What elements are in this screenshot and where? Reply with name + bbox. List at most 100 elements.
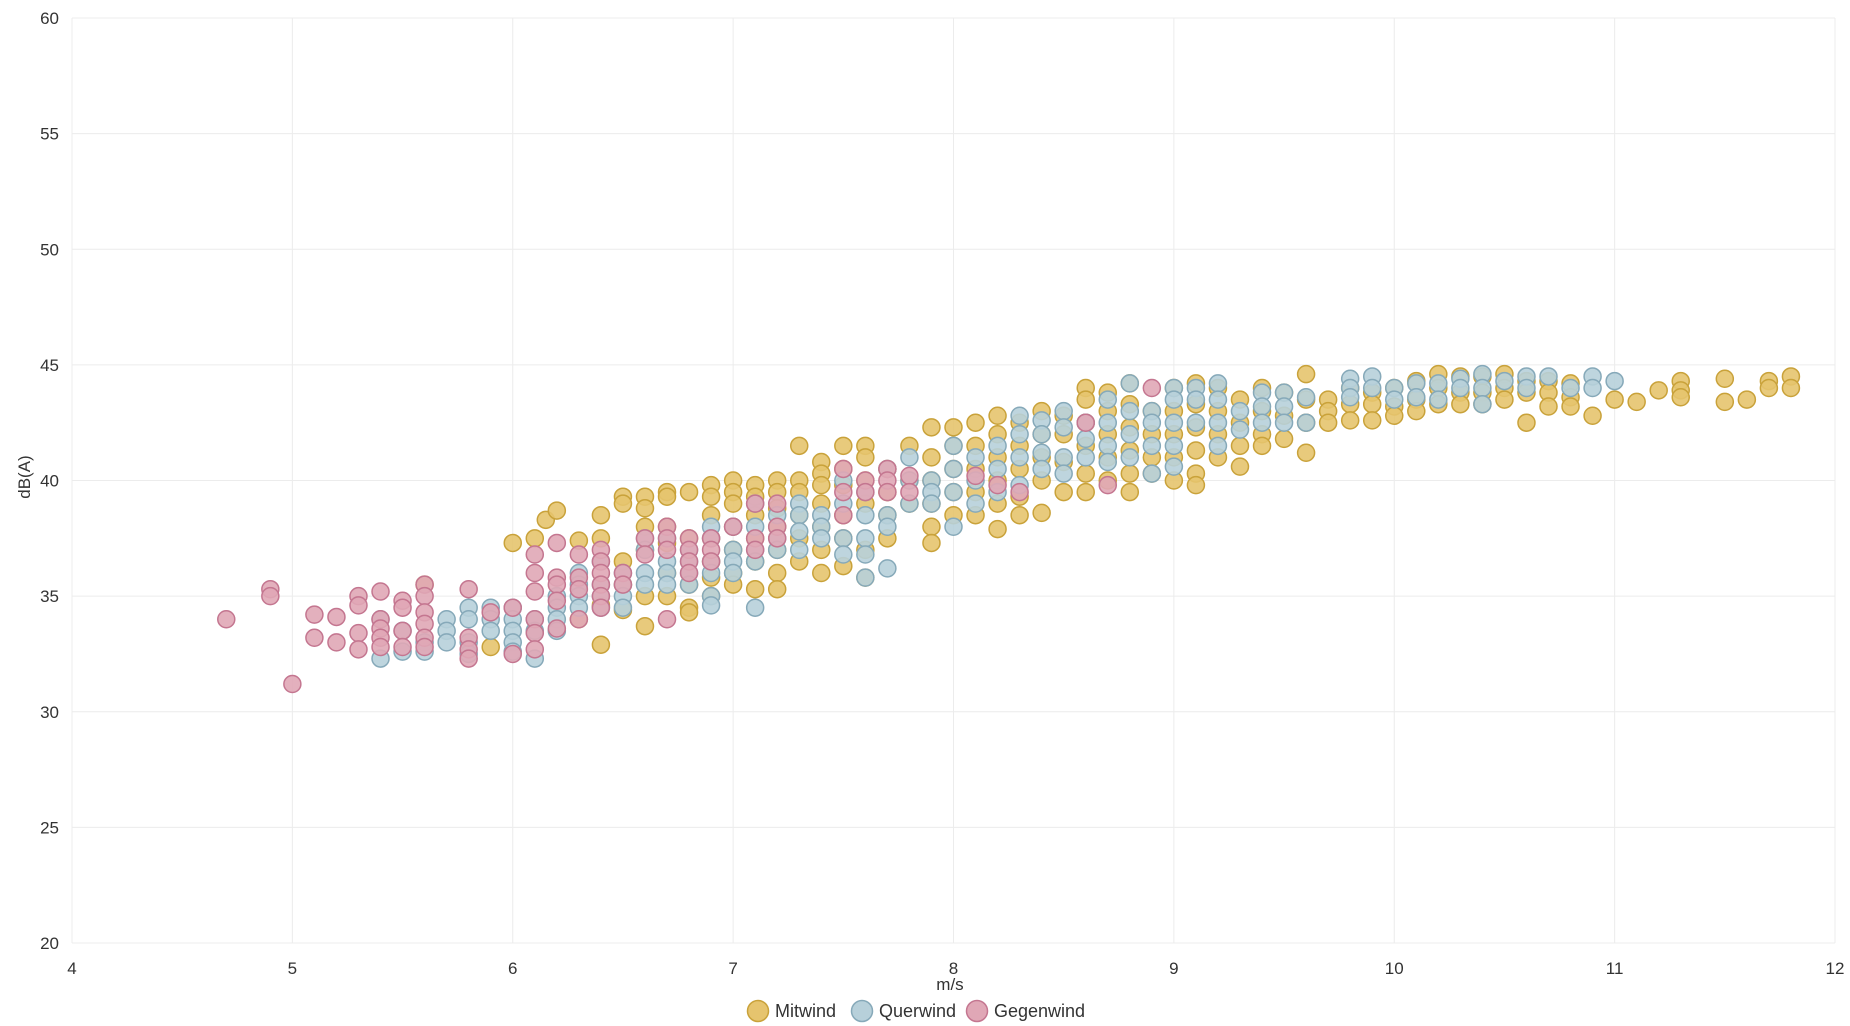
data-point <box>459 579 478 599</box>
data-point <box>1164 436 1184 456</box>
data-point <box>635 616 655 636</box>
data-point <box>1032 459 1051 479</box>
data-point <box>723 517 743 536</box>
data-point <box>834 545 853 564</box>
data-point <box>371 637 390 657</box>
y-axis-title: dB(A) <box>15 455 34 498</box>
data-point <box>1010 425 1029 444</box>
data-point <box>767 563 787 583</box>
data-point <box>834 529 853 548</box>
data-point <box>1296 388 1316 407</box>
data-point <box>1076 448 1095 467</box>
data-point <box>878 482 897 502</box>
data-point <box>525 623 545 643</box>
data-point <box>1010 448 1029 467</box>
data-point <box>988 459 1007 479</box>
data-point <box>1230 457 1250 476</box>
data-point <box>834 459 853 479</box>
data-point <box>415 586 434 606</box>
data-point <box>525 563 545 583</box>
data-point <box>1362 394 1382 414</box>
data-point <box>1164 457 1184 476</box>
data-point <box>1208 436 1228 456</box>
data-point <box>1759 378 1779 398</box>
data-point <box>1142 413 1162 432</box>
grid-lines <box>71 17 1836 944</box>
data-point <box>1451 378 1470 398</box>
x-tick-label: 11 <box>1606 959 1624 978</box>
data-point <box>481 621 500 641</box>
legend-label-mitwind: Mitwind <box>775 1001 836 1021</box>
data-point <box>1274 429 1294 449</box>
data-point <box>525 582 545 601</box>
data-point <box>966 413 985 432</box>
data-point <box>1385 406 1404 425</box>
data-point <box>1517 378 1536 398</box>
data-point <box>966 494 985 513</box>
data-point <box>701 487 721 506</box>
data-point <box>1340 388 1360 407</box>
data-point <box>1076 464 1095 483</box>
data-point <box>701 552 721 571</box>
data-point <box>1208 413 1228 432</box>
data-point <box>1054 464 1073 483</box>
data-point <box>305 605 324 624</box>
data-point <box>613 598 633 617</box>
data-point <box>1120 482 1140 502</box>
data-point <box>1340 411 1360 430</box>
data-point <box>349 640 368 659</box>
legend-label-gegenwind: Gegenwind <box>994 1001 1085 1021</box>
data-point <box>789 436 809 456</box>
data-point <box>922 533 941 553</box>
data-point <box>393 598 412 617</box>
data-point <box>1407 388 1426 407</box>
data-point <box>1362 411 1382 430</box>
y-axis-ticks: 20 25 30 35 40 45 50 55 60 <box>40 9 59 953</box>
data-point <box>1495 390 1514 409</box>
data-point <box>547 575 567 594</box>
data-point <box>657 575 677 594</box>
data-point <box>1120 425 1140 444</box>
data-point <box>1715 392 1735 412</box>
y-tick-label: 40 <box>40 472 59 491</box>
data-point <box>988 436 1007 456</box>
data-point <box>393 637 412 657</box>
data-point <box>1318 413 1338 432</box>
data-point <box>569 545 589 564</box>
y-tick-label: 30 <box>40 703 59 722</box>
data-point <box>1252 397 1272 416</box>
data-point <box>1627 392 1646 412</box>
x-axis-ticks: 4 5 6 7 8 9 10 11 12 <box>67 959 1844 978</box>
data-point <box>503 644 522 664</box>
data-point <box>481 603 500 622</box>
data-point <box>1120 464 1140 483</box>
data-point <box>1076 482 1095 502</box>
data-point <box>371 582 390 601</box>
data-point <box>1561 397 1580 416</box>
legend: Mitwind Querwind Gegenwind <box>746 999 1085 1023</box>
data-point <box>900 448 919 467</box>
data-point <box>437 633 456 652</box>
data-point <box>1098 413 1118 432</box>
x-tick-label: 4 <box>67 959 76 978</box>
data-point <box>217 610 236 629</box>
data-point <box>789 540 809 560</box>
data-point <box>1296 364 1316 384</box>
series-gegenwind <box>217 378 1162 694</box>
data-point <box>547 591 567 610</box>
x-tick-label: 6 <box>508 959 517 978</box>
x-tick-label: 5 <box>288 959 297 978</box>
data-point <box>393 621 412 641</box>
data-point <box>1429 390 1448 409</box>
data-point <box>547 501 567 520</box>
data-point <box>503 598 522 617</box>
data-point <box>1010 505 1029 525</box>
data-point <box>1539 397 1558 416</box>
data-point <box>635 575 655 594</box>
data-point <box>856 448 875 467</box>
data-point <box>922 494 941 513</box>
y-tick-label: 20 <box>40 934 59 953</box>
data-point <box>789 522 809 541</box>
data-point <box>415 637 434 657</box>
